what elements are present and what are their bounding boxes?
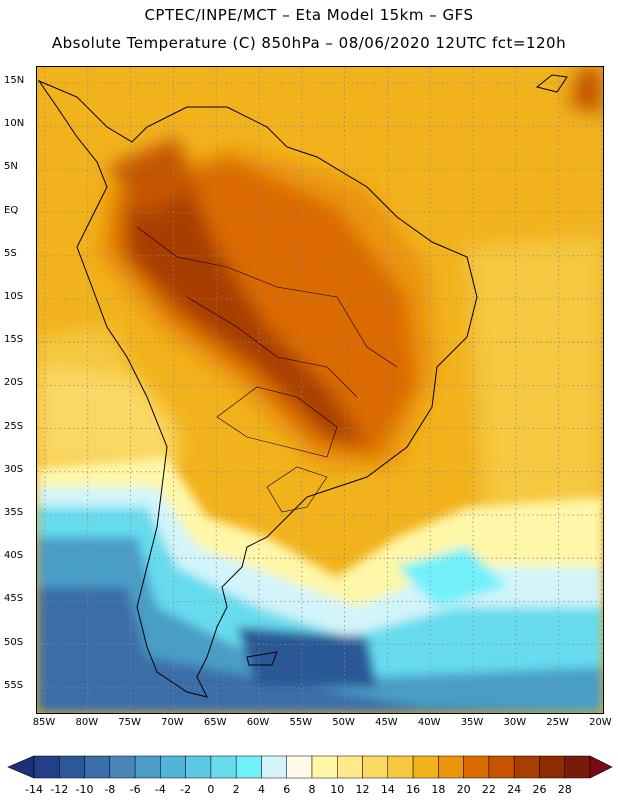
colorbar-label: 12	[355, 783, 370, 796]
lat-label: 55S	[4, 679, 24, 691]
caribbean-island	[535, 74, 568, 93]
state-border-2	[186, 296, 358, 398]
south-america-coast	[37, 79, 478, 698]
colorbar-swatch	[109, 755, 136, 779]
field-cold-tongue	[397, 547, 507, 607]
lat-label: 30S	[4, 463, 24, 475]
colorbar-label: 26	[532, 783, 547, 796]
lat-label: 40S	[4, 550, 24, 562]
colorbar-label: 14	[380, 783, 395, 796]
colorbar-swatch	[488, 755, 515, 779]
colorbar-swatch	[438, 755, 464, 779]
colorbar-swatch	[210, 755, 237, 779]
lat-label: 5N	[4, 161, 18, 173]
colorbar-swatch	[564, 755, 591, 779]
field-caribbean-hot	[567, 67, 603, 117]
lat-label: 50S	[4, 636, 24, 648]
lon-label: 25W	[546, 717, 569, 728]
lon-label: 80W	[75, 717, 99, 728]
lat-label: 15S	[4, 334, 24, 346]
colorbar-swatch	[134, 755, 161, 779]
lon-label: 65W	[203, 717, 227, 728]
colorbar-swatch	[362, 755, 389, 779]
colorbar-swatch	[539, 755, 565, 779]
colorbar-label: 24	[507, 783, 522, 796]
colorbar-swatch	[412, 755, 439, 779]
colorbar-swatch	[59, 755, 85, 779]
color-scale-bar	[7, 755, 613, 779]
colorbar-swatch	[261, 755, 287, 779]
map-title-line1: CPTEC/INPE/MCT – Eta Model 15km – GFS	[144, 6, 474, 24]
colorbar-label: 6	[283, 783, 291, 796]
lon-label: 85W	[32, 717, 56, 728]
colorbar-swatch	[387, 755, 414, 779]
colorbar-label: 22	[481, 783, 496, 796]
lat-label: EQ	[4, 204, 19, 216]
lat-label: 5S	[4, 247, 17, 259]
colorbar-label: 28	[557, 783, 572, 796]
colorbar-label: -12	[50, 783, 69, 796]
field-atlantic-south	[467, 237, 603, 517]
field-pacific-yellow	[37, 367, 177, 467]
lon-label: 30W	[503, 717, 527, 728]
lon-label: 35W	[460, 717, 484, 728]
lon-label: 20W	[589, 717, 612, 728]
lon-label: 70W	[161, 717, 184, 728]
colorbar-label: 16	[406, 783, 421, 796]
lat-label: 35S	[4, 507, 24, 518]
coastlines	[37, 74, 568, 698]
colorbar-swatch	[463, 755, 490, 779]
colorbar-swatch	[160, 755, 186, 779]
lon-label: 55W	[289, 717, 313, 728]
colorbar-label: 4	[257, 783, 265, 796]
country-border	[216, 386, 338, 458]
lat-label: 20S	[4, 377, 24, 389]
colorbar-label: -14	[25, 783, 43, 796]
field-andes-hot	[127, 177, 367, 447]
field-north-hot	[107, 137, 197, 217]
lon-label: 50W	[332, 717, 355, 728]
colorbar-label: 0	[207, 783, 215, 796]
lon-label: 60W	[246, 717, 270, 728]
colorbar-label: 20	[456, 783, 471, 796]
colorbar-swatch	[33, 755, 60, 779]
falkland-islands	[246, 651, 278, 666]
colorbar-label: -4	[154, 783, 166, 796]
colorbar-label: 10	[330, 783, 345, 796]
lon-label: 75W	[118, 717, 141, 728]
lon-label: 45W	[375, 717, 398, 728]
colorbar-swatch	[84, 755, 111, 779]
colorbar-label: -6	[129, 783, 141, 796]
state-border	[136, 226, 398, 368]
colorbar-swatch	[337, 755, 363, 779]
colorbar-swatch	[185, 755, 212, 779]
lat-label: 45S	[4, 593, 24, 605]
lon-label: 40W	[417, 717, 441, 728]
field-far-south	[37, 587, 603, 713]
colorbar-swatch	[286, 755, 313, 779]
colorbar-swatch	[235, 755, 262, 779]
colorbar-label: -2	[180, 783, 192, 796]
field-cold-core	[237, 627, 377, 687]
colorbar-label: -10	[75, 783, 94, 796]
colorbar-label: 2	[232, 783, 240, 796]
colorbar-swatch	[311, 755, 338, 779]
temperature-map[interactable]	[36, 66, 604, 714]
colorbar-swatch	[513, 755, 540, 779]
map-title-line2: Absolute Temperature (C) 850hPa – 08/06/…	[51, 34, 567, 52]
colorbar-label: 8	[308, 783, 316, 796]
temperature-field	[37, 67, 603, 713]
uruguay-border	[266, 466, 328, 513]
lat-label: 25S	[4, 420, 24, 432]
colorbar-label: -8	[104, 783, 116, 796]
lat-label: 15N	[4, 75, 25, 86]
lat-label: 10S	[4, 291, 24, 302]
lat-label: 10N	[4, 118, 25, 130]
colorbar-label: 18	[431, 783, 446, 796]
colorbar-over-arrow	[589, 755, 613, 779]
colorbar-under-arrow	[7, 755, 35, 779]
